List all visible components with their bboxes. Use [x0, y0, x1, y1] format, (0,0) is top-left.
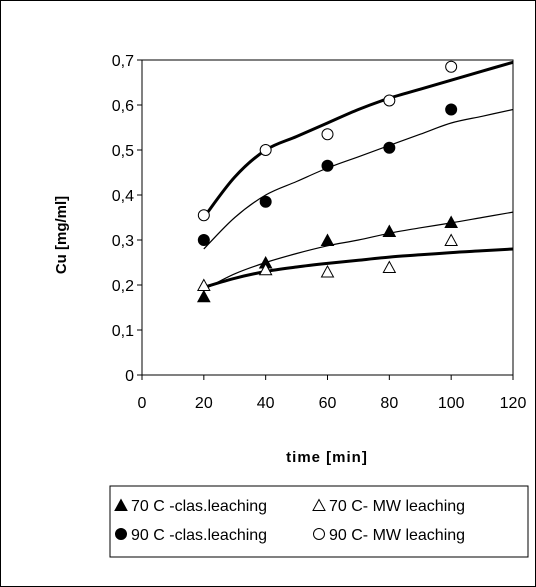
- x-tick-label: 120: [500, 395, 527, 412]
- y-tick-label: 0,3: [112, 233, 134, 250]
- x-tick-label: 100: [438, 395, 465, 412]
- legend-marker: [115, 528, 127, 540]
- x-tick-label: 0: [138, 395, 147, 412]
- data-point: [320, 264, 335, 278]
- y-axis-title: Cu [mg/ml]: [53, 196, 70, 274]
- data-point: [258, 262, 273, 276]
- y-tick-label: 0: [125, 368, 134, 385]
- x-tick-label: 80: [380, 395, 398, 412]
- plot-area: [141, 59, 514, 376]
- fit-line: [203, 247, 514, 289]
- legend-marker: [313, 528, 325, 540]
- y-tick-label: 0,4: [112, 188, 134, 205]
- data-point: [321, 159, 334, 172]
- data-point: [382, 224, 397, 237]
- fit-line: [203, 108, 514, 250]
- legend: 70 C -clas.leaching 70 C- MW leaching 90 C…: [109, 485, 529, 558]
- data-point: [321, 128, 334, 141]
- data-point: [444, 215, 459, 228]
- legend-label: 90 C -clas.leaching: [131, 527, 267, 544]
- fit-line: [202, 60, 514, 219]
- legend-marker: [114, 498, 128, 511]
- y-tick-label: 0,6: [112, 98, 134, 115]
- x-tick-label: 40: [257, 395, 275, 412]
- fit-lines: [202, 60, 514, 291]
- axes: [137, 59, 514, 380]
- x-axis-title: time [min]: [286, 449, 368, 466]
- legend-marker: [312, 498, 326, 511]
- fit-line: [203, 211, 514, 291]
- x-tick-label: 60: [319, 395, 337, 412]
- data-point: [383, 141, 396, 154]
- data-point: [445, 60, 458, 73]
- tick-labels: 0 0,1 0,2 0,3 0,4 0,5 0,6 0,7 0 20 40 60 80 100 120: [112, 53, 527, 412]
- data-point: [259, 144, 272, 156]
- data-point: [445, 103, 458, 116]
- data-point: [196, 289, 211, 303]
- y-tick-label: 0,1: [112, 323, 134, 340]
- data-markers: [196, 60, 459, 303]
- data-point: [320, 233, 335, 246]
- y-tick-label: 0,5: [112, 143, 134, 160]
- legend-box: [109, 485, 529, 558]
- data-point: [196, 278, 211, 291]
- data-point: [444, 233, 459, 246]
- data-point: [383, 94, 396, 107]
- y-tick-label: 0,7: [112, 53, 134, 70]
- x-tick-label: 20: [195, 395, 213, 412]
- data-point: [382, 260, 397, 273]
- legend-label: 70 C -clas.leaching: [131, 498, 267, 515]
- data-point: [197, 209, 210, 222]
- legend-label: 70 C- MW leaching: [329, 498, 465, 515]
- data-point: [197, 234, 210, 246]
- legend-label: 90 C- MW leaching: [329, 527, 465, 544]
- plot-border: [141, 59, 514, 376]
- data-point: [259, 195, 272, 208]
- y-tick-label: 0,2: [112, 278, 134, 295]
